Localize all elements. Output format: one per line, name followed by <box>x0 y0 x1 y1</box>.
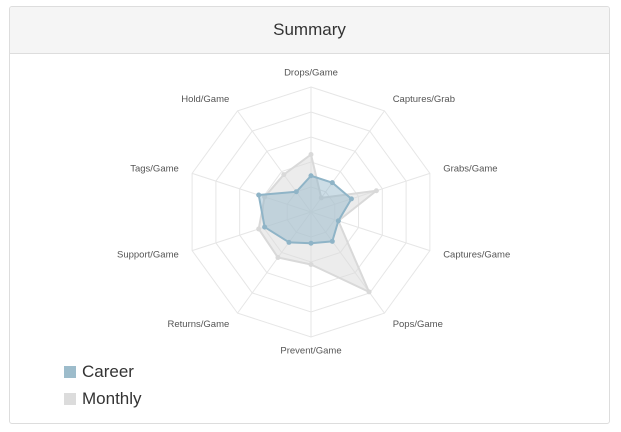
radar-chart: Drops/Game Captures/Grab Grabs/Game Capture… <box>117 68 510 357</box>
panel-title: Summary <box>273 20 346 39</box>
data-point-monthly-1 <box>318 195 324 201</box>
axis-label-0: Drops/Game <box>284 68 338 79</box>
radar-chart-container: Drops/Game Captures/Grab Grabs/Game Capture… <box>10 7 609 423</box>
legend-label-career: Career <box>82 361 134 381</box>
data-point-career-2 <box>348 196 354 202</box>
data-point-career-3 <box>335 218 341 224</box>
grid-spoke-1 <box>310 110 385 213</box>
axis-label-7: Support/Game <box>117 249 179 260</box>
data-point-career-4 <box>329 238 335 244</box>
legend-item-career[interactable]: Career <box>64 358 142 385</box>
data-point-monthly-4 <box>366 289 372 295</box>
legend-swatch-monthly <box>64 392 76 405</box>
data-point-monthly-9 <box>281 172 287 178</box>
data-point-career-5 <box>308 240 314 246</box>
axis-label-5: Prevent/Game <box>280 346 341 357</box>
data-point-career-6 <box>286 239 292 245</box>
radar-series <box>256 152 379 295</box>
data-point-monthly-6 <box>275 255 281 261</box>
data-point-monthly-7 <box>256 226 262 232</box>
axis-label-9: Hold/Game <box>181 94 229 105</box>
data-point-career-1 <box>329 180 335 186</box>
data-point-career-0 <box>308 173 314 179</box>
data-point-career-9 <box>293 189 299 195</box>
data-point-career-7 <box>262 224 268 230</box>
data-point-monthly-0 <box>308 152 314 157</box>
legend-swatch-career <box>64 365 76 378</box>
data-point-career-8 <box>256 192 262 198</box>
axis-label-4: Pops/Game <box>393 319 443 330</box>
chart-legend: Career Monthly <box>64 358 142 412</box>
panel-header: Summary <box>10 7 609 54</box>
axis-label-8: Tags/Game <box>130 164 179 175</box>
data-point-monthly-5 <box>308 262 314 267</box>
summary-panel: Summary Drops/Game Captures/Grab Grabs/Gam… <box>9 6 610 424</box>
legend-label-monthly: Monthly <box>82 388 142 408</box>
data-point-monthly-8 <box>262 194 268 200</box>
axis-label-2: Grabs/Game <box>443 164 497 175</box>
axis-label-6: Returns/Game <box>168 319 230 330</box>
axis-label-1: Captures/Grab <box>393 94 455 105</box>
radar-axis-labels: Drops/Game Captures/Grab Grabs/Game Capture… <box>117 68 510 357</box>
legend-item-monthly[interactable]: Monthly <box>64 385 142 412</box>
data-point-monthly-2 <box>373 188 379 194</box>
axis-label-3: Captures/Game <box>443 249 510 260</box>
